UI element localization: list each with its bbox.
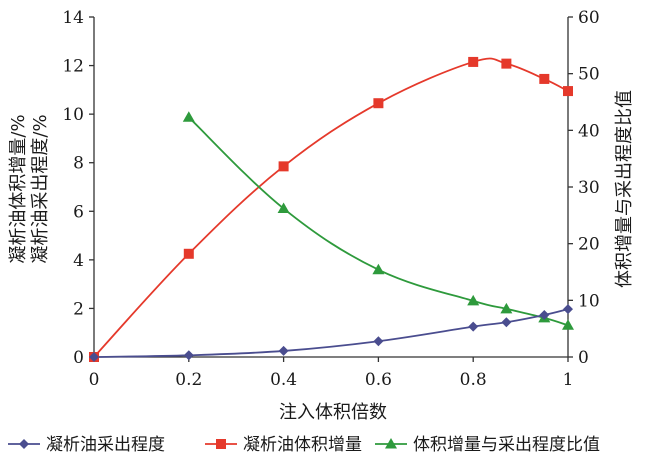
right-tick-label: 60: [578, 8, 600, 28]
data-point-diamond: [183, 350, 194, 361]
data-point-triangle: [182, 111, 195, 122]
data-point-triangle: [277, 202, 290, 214]
series-line-2: [188, 116, 569, 327]
right-tick-label: 40: [578, 121, 600, 141]
data-point-diamond: [539, 309, 550, 320]
data-point-diamond: [501, 317, 512, 328]
data-point-diamond: [468, 321, 479, 332]
series-line-1: [93, 57, 569, 358]
data-point-square: [278, 161, 289, 172]
legend-label: 凝析油采出程度: [46, 435, 165, 455]
data-point-diamond: [373, 336, 384, 347]
x-tick-label: 1: [563, 370, 574, 390]
legend-label: 凝析油体积增量: [243, 435, 362, 455]
x-tick-label: 0.4: [270, 370, 297, 390]
right-tick-label: 30: [578, 178, 600, 198]
right-tick-label: 0: [578, 348, 589, 368]
left-tick-label: 0: [73, 348, 84, 368]
legend-label: 体积增量与采出程度比值: [413, 435, 600, 455]
right-tick-label: 20: [578, 235, 600, 255]
left-tick-label: 14: [62, 8, 84, 28]
left-axis-title-1: 凝析油体积增量/%: [8, 114, 29, 263]
legend-marker-triangle: [385, 438, 397, 449]
left-tick-label: 6: [73, 202, 84, 222]
right-tick-label: 50: [578, 65, 600, 85]
left-axis-title-2: 凝析油采出程度/%: [30, 114, 51, 263]
x-tick-label: 0: [89, 370, 100, 390]
left-tick-label: 8: [73, 154, 84, 174]
data-point-diamond: [278, 345, 289, 356]
data-point-diamond: [89, 352, 99, 362]
x-axis-title: 注入体积倍数: [279, 402, 387, 423]
data-point-square: [183, 248, 194, 259]
left-tick-label: 12: [62, 57, 84, 77]
x-tick-label: 0.2: [175, 370, 202, 390]
data-point-triangle: [562, 319, 574, 330]
left-tick-label: 10: [62, 105, 84, 125]
left-tick-label: 4: [73, 251, 84, 271]
legend-marker-diamond: [19, 439, 29, 449]
left-tick-label: 2: [73, 299, 84, 319]
legend: 凝析油采出程度 凝析油体积增量 体积增量与采出程度比值: [8, 435, 600, 455]
data-point-diamond: [563, 304, 573, 315]
data-point-square: [563, 86, 573, 97]
data-point-square: [539, 73, 550, 84]
series-line-0: [93, 308, 569, 358]
data-point-square: [373, 98, 384, 109]
series-lines: [93, 57, 569, 358]
data-point-triangle: [500, 302, 513, 314]
data-point-square: [468, 56, 479, 67]
legend-marker-square: [216, 439, 226, 449]
right-axis-title: 体积增量与采出程度比值: [614, 90, 635, 288]
data-point-triangle: [372, 263, 385, 275]
x-tick-label: 0.8: [460, 370, 487, 390]
x-tick-label: 0.6: [365, 370, 392, 390]
data-point-triangle: [467, 294, 480, 306]
right-tick-label: 10: [578, 291, 600, 311]
data-point-square: [501, 58, 512, 69]
series-markers: [89, 56, 574, 362]
